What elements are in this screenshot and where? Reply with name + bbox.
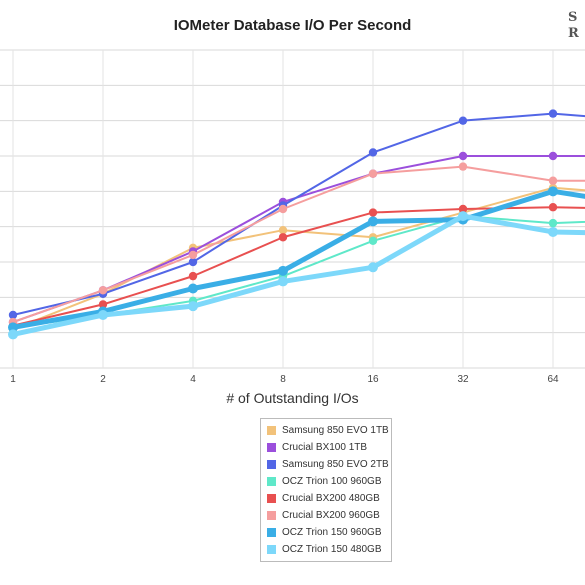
legend-item: OCZ Trion 150 480GB: [261, 541, 391, 558]
x-tick-label: 32: [457, 374, 469, 385]
data-point: [98, 310, 108, 320]
data-point: [458, 204, 468, 214]
legend-item: Samsung 850 EVO 2TB: [261, 456, 391, 473]
data-point: [368, 262, 378, 273]
data-point: [188, 250, 198, 260]
legend-swatch: [267, 460, 276, 469]
legend-swatch: [267, 477, 276, 486]
data-point: [188, 283, 198, 294]
data-point: [98, 286, 108, 295]
data-point: [548, 218, 558, 228]
series-line: [12, 186, 585, 331]
data-point: [458, 151, 468, 161]
data-point: [278, 233, 288, 242]
legend: Samsung 850 EVO 1TB Crucial BX100 1TB Sams…: [260, 418, 392, 562]
legend-label: Samsung 850 EVO 2TB: [282, 459, 389, 470]
chart-title: IOMeter Database I/O Per Second: [173, 17, 412, 34]
x-tick-label: 8: [280, 374, 286, 385]
data-point: [278, 204, 288, 214]
series-line: [12, 165, 585, 324]
data-point: [8, 322, 18, 333]
legend-label: OCZ Trion 150 960GB: [282, 527, 382, 538]
series-crucial-bx200-960gb: [8, 162, 585, 327]
series-line: [12, 206, 585, 327]
legend-item: Crucial BX200 960GB: [261, 507, 391, 524]
legend-swatch: [267, 443, 276, 452]
data-point: [548, 176, 558, 185]
legend-item: OCZ Trion 100 960GB: [261, 473, 391, 490]
data-point: [368, 216, 378, 227]
data-point: [188, 257, 198, 267]
legend-swatch: [267, 426, 276, 435]
data-point: [8, 329, 18, 340]
data-point: [368, 236, 378, 245]
data-point: [548, 186, 558, 197]
data-point: [548, 226, 558, 237]
series-layer: [8, 109, 585, 340]
x-tick-label: 16: [367, 374, 379, 385]
data-point: [548, 203, 558, 212]
data-point: [278, 226, 288, 235]
legend-label: OCZ Trion 100 960GB: [282, 476, 382, 487]
data-point: [548, 109, 558, 118]
legend-label: Crucial BX200 960GB: [282, 510, 380, 521]
series-line: [12, 188, 585, 330]
data-point: [368, 148, 378, 157]
legend-item: OCZ Trion 150 960GB: [261, 524, 391, 541]
legend-label: Samsung 850 EVO 1TB: [282, 425, 389, 436]
x-tick-labels: 1248163264128: [10, 374, 559, 385]
legend-item: Crucial BX200 480GB: [261, 490, 391, 507]
x-tick-label: 1: [10, 374, 16, 385]
legend-swatch: [267, 528, 276, 537]
series-ocz-trion-150-960gb: [8, 186, 585, 333]
series-line: [12, 213, 585, 337]
legend-item: Samsung 850 EVO 1TB: [261, 422, 391, 439]
legend-label: OCZ Trion 150 480GB: [282, 544, 382, 555]
data-point: [188, 271, 198, 281]
data-point: [548, 151, 558, 161]
x-axis-label: # of Outstanding I/Os: [226, 390, 359, 406]
data-point: [188, 301, 198, 312]
legend-item: Crucial BX100 1TB: [261, 439, 391, 456]
x-tick-label: 64: [547, 374, 559, 385]
legend-swatch: [267, 545, 276, 554]
legend-label: Crucial BX100 1TB: [282, 442, 368, 453]
legend-swatch: [267, 494, 276, 503]
series-ocz-trion-150-480gb: [8, 211, 585, 340]
x-tick-label: 4: [190, 374, 196, 385]
data-point: [98, 300, 108, 309]
data-point: [368, 169, 378, 178]
series-line: [12, 112, 585, 316]
data-point: [458, 116, 468, 125]
legend-swatch: [267, 511, 276, 520]
data-point: [278, 265, 288, 276]
data-point: [458, 162, 468, 171]
legend-label: Crucial BX200 480GB: [282, 493, 380, 504]
x-tick-label: 2: [100, 374, 106, 385]
data-point: [8, 310, 18, 320]
data-point: [368, 208, 378, 217]
data-point: [278, 276, 288, 287]
data-point: [458, 211, 468, 222]
